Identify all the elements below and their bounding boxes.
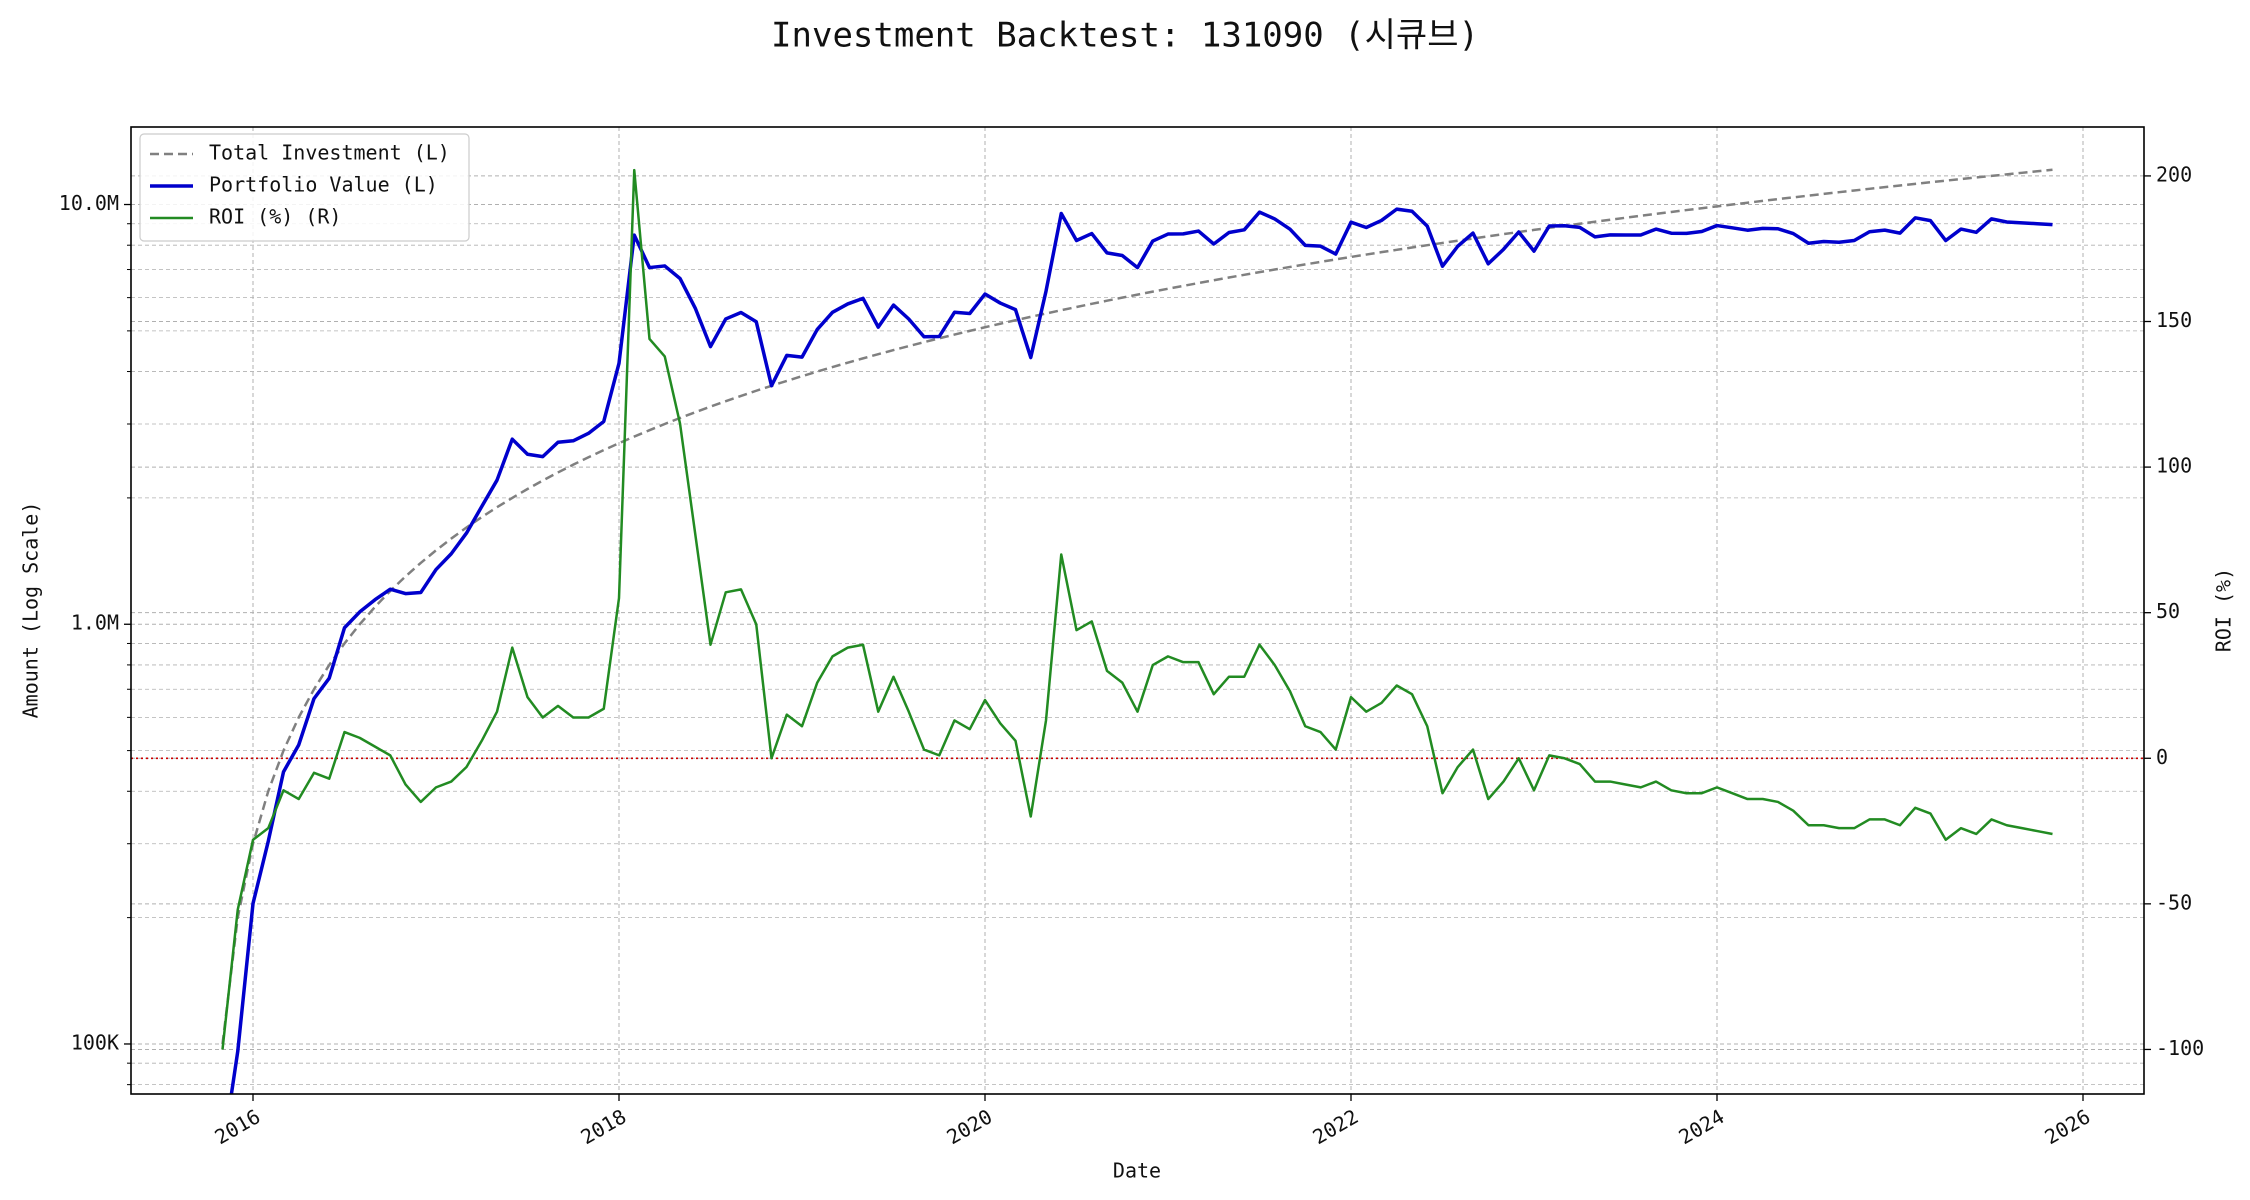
series-line [221,168,2053,1050]
y2-tick-label: -50 [2156,890,2192,914]
series-line [229,207,2053,1094]
legend-box [139,133,470,242]
y2-tick-label: 150 [2156,308,2192,332]
y-tick-label: 10.0M [59,191,119,215]
y2-axis-label: ROI (%) [2212,568,2236,652]
y2-tick-label: 100 [2156,454,2192,478]
y2-tick-label: 50 [2156,599,2180,623]
plot-frame [130,126,2145,1095]
chart-title: Investment Backtest: 131090 (시큐브) [771,16,1479,56]
legend-label: Total Investment (L) [209,141,450,165]
y-axis-label: Amount (Log Scale) [19,502,43,719]
y-tick-label: 100K [71,1030,119,1054]
y2-tick-label: 200 [2156,162,2192,186]
legend: Total Investment (L) Portfolio Value (L) R… [139,133,470,242]
x-axis-label: Date [1113,1159,1161,1183]
y2-tick-label: -100 [2156,1036,2204,1060]
y-tick-label: 1.0M [71,611,119,635]
legend-label: ROI (%) (R) [209,205,341,229]
series-line [221,168,2053,1045]
y2-tick-label: 0 [2156,745,2168,769]
legend-label: Portfolio Value (L) [209,173,438,197]
plot-area [221,168,2053,1094]
